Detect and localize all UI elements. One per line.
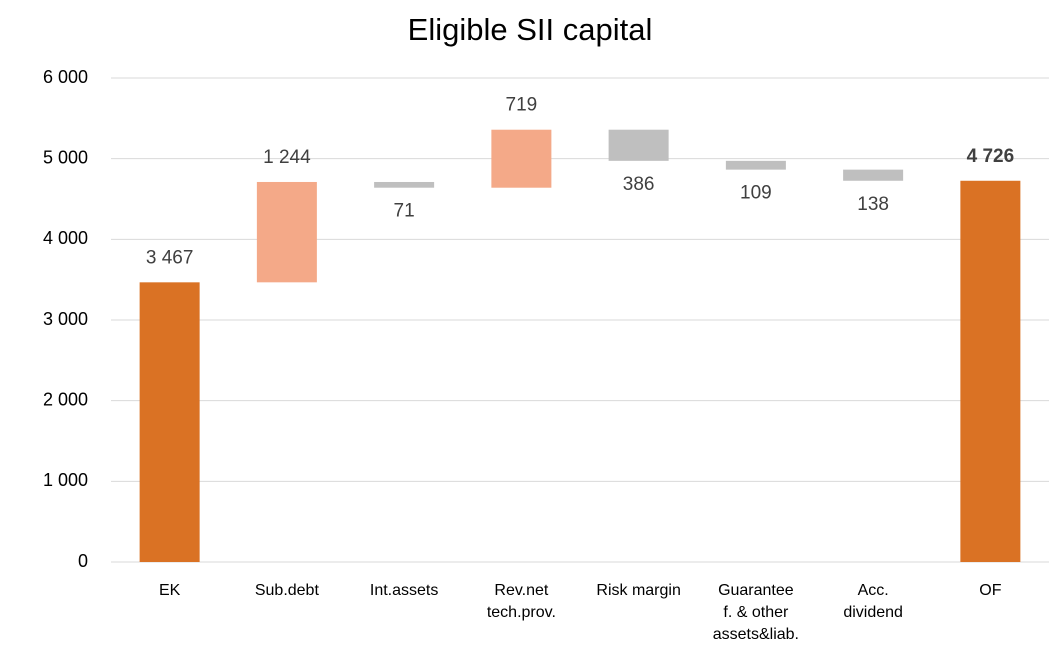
bar <box>608 129 669 161</box>
y-tick-label: 4 000 <box>43 228 88 248</box>
bar <box>725 160 786 170</box>
x-tick-label: Risk margin <box>596 582 681 599</box>
bar <box>491 129 552 188</box>
x-tick-label: Rev.net tech.prov. <box>486 582 556 621</box>
data-label: 386 <box>623 174 655 195</box>
bar <box>960 180 1021 562</box>
y-tick-label: 2 000 <box>43 389 88 409</box>
data-label: 4 726 <box>967 146 1015 167</box>
bar <box>374 181 435 188</box>
data-label: 1 244 <box>263 147 311 168</box>
bar <box>843 169 904 181</box>
x-tick-label: Guarantee f. & other assets&liab. <box>712 582 799 643</box>
data-label: 3 467 <box>146 247 194 268</box>
y-tick-label: 5 000 <box>43 147 88 167</box>
x-tick-label: Acc. dividend <box>843 582 903 621</box>
data-label: 138 <box>857 194 889 215</box>
chart-title: Eligible SII capital <box>408 12 653 47</box>
data-label: 719 <box>506 95 538 116</box>
x-tick-label: OF <box>979 582 1002 599</box>
bar <box>256 181 317 283</box>
y-tick-label: 3 000 <box>43 309 88 329</box>
x-tick-label: EK <box>158 582 181 599</box>
x-tick-label: Sub.debt <box>254 582 319 599</box>
bar <box>139 282 200 562</box>
data-label: 71 <box>394 201 415 222</box>
y-tick-label: 6 000 <box>43 67 88 87</box>
y-tick-label: 0 <box>78 551 88 571</box>
y-tick-label: 1 000 <box>43 470 88 490</box>
data-label: 109 <box>740 183 772 204</box>
x-tick-label: Int.assets <box>369 582 439 599</box>
